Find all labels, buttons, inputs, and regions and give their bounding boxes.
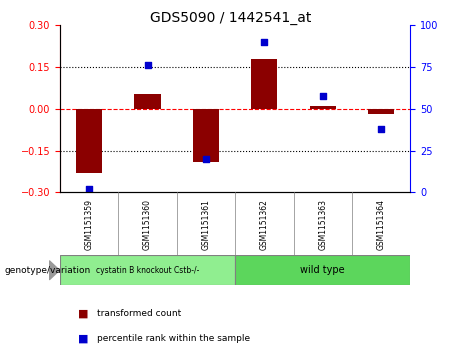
Point <box>144 62 151 68</box>
Text: GSM1151363: GSM1151363 <box>318 199 327 250</box>
Text: cystatin B knockout Cstb-/-: cystatin B knockout Cstb-/- <box>96 266 199 274</box>
Text: GSM1151362: GSM1151362 <box>260 199 269 250</box>
Text: genotype/variation: genotype/variation <box>5 266 91 275</box>
Bar <box>135 94 161 109</box>
Text: GDS5090 / 1442541_at: GDS5090 / 1442541_at <box>150 11 311 25</box>
Text: GSM1151364: GSM1151364 <box>377 199 385 250</box>
Text: ■: ■ <box>78 309 89 319</box>
Text: transformed count: transformed count <box>97 310 181 318</box>
Point <box>378 126 385 132</box>
Polygon shape <box>49 261 59 280</box>
Bar <box>368 109 394 114</box>
Point <box>319 93 326 98</box>
Bar <box>251 59 278 109</box>
Bar <box>76 109 102 173</box>
Bar <box>310 106 336 109</box>
FancyBboxPatch shape <box>235 255 410 285</box>
Text: wild type: wild type <box>301 265 345 275</box>
FancyBboxPatch shape <box>60 255 235 285</box>
Bar <box>193 109 219 162</box>
Point <box>85 186 93 192</box>
Text: GSM1151361: GSM1151361 <box>201 199 210 250</box>
Text: GSM1151360: GSM1151360 <box>143 199 152 250</box>
Text: GSM1151359: GSM1151359 <box>85 199 94 250</box>
Text: percentile rank within the sample: percentile rank within the sample <box>97 334 250 343</box>
Text: ■: ■ <box>78 333 89 343</box>
Point <box>202 156 210 162</box>
Point <box>260 39 268 45</box>
